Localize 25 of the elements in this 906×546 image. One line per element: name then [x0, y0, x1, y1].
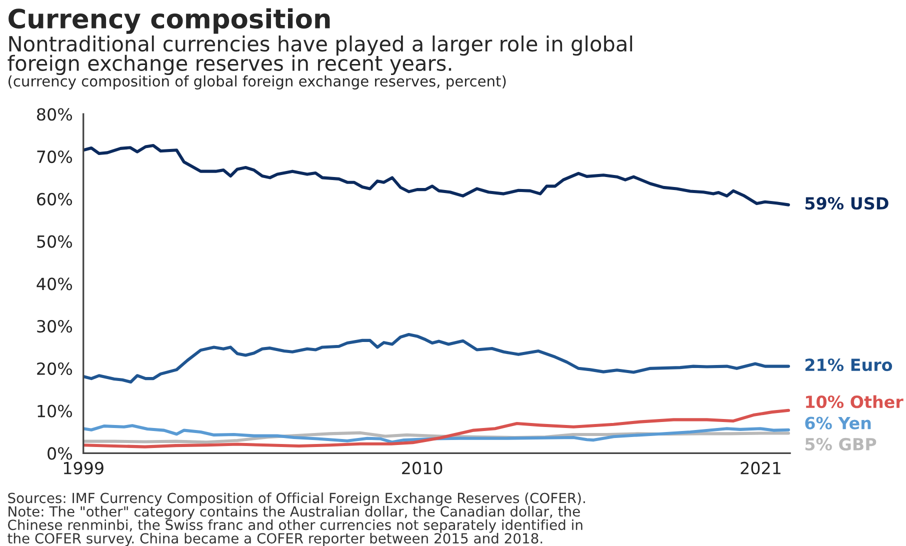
- y-tick-label: 10%: [38, 404, 72, 418]
- chart-subtitle: Nontraditional currencies have played a larger role in global foreign exchange reserves in recent years.: [8, 35, 632, 76]
- x-tick-label: 2021: [740, 462, 780, 474]
- source-note: Sources: IMF Currency Composition of Official Foreign Exchange Reserves (COFER). Note: The "other" category contains the Australian dollar, the Canadian dollar, the Chinese renminbi, the Swiss franc and other currencies not separately identified in the COFER survey. China became a COFER reporter between 2015 and 2018.: [8, 492, 585, 546]
- y-tick-label: 40%: [36, 278, 72, 290]
- y-tick-label: 70%: [37, 150, 72, 164]
- line-series: [83, 332, 790, 384]
- y-tick-label: 20%: [37, 362, 72, 375]
- line-series: [83, 424, 790, 444]
- y-tick-label: 0%: [48, 447, 72, 460]
- line-series: [83, 408, 790, 448]
- series-label: 59% USD: [805, 197, 888, 210]
- y-tick-label: 80%: [37, 108, 72, 121]
- y-tick-label: 60%: [37, 192, 72, 206]
- line-series: [83, 144, 790, 206]
- series-label: 10% Other: [806, 395, 904, 408]
- x-tick-label: 1999: [64, 462, 104, 474]
- y-tick-label: 50%: [37, 235, 72, 248]
- y-axis-title: (currency composition of global foreign exchange reserves, percent): [8, 75, 506, 90]
- series-label: 6% Yen: [805, 416, 871, 430]
- series-label: 21% Euro: [805, 358, 892, 372]
- y-tick-label: 30%: [37, 320, 72, 333]
- series-label: 5% GBP: [805, 438, 876, 451]
- x-tick-label: 2010: [402, 462, 442, 474]
- chart-title: Currency composition: [8, 8, 330, 34]
